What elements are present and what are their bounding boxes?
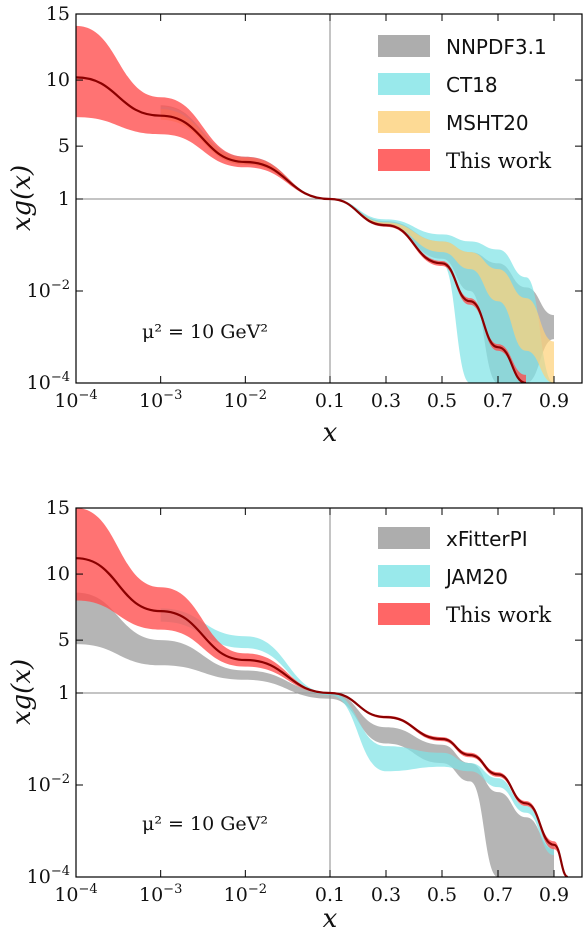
x-tick-label: 0.5 <box>427 390 457 412</box>
band-this-work <box>76 25 526 383</box>
x-axis-title: x <box>323 418 338 448</box>
legend-label: CT18 <box>446 73 498 97</box>
y-axis-title: xg(x) <box>7 165 37 231</box>
x-tick-label: 0.3 <box>371 390 401 412</box>
legend-swatch <box>378 603 430 625</box>
x-tick-label: 10−4 <box>54 882 97 906</box>
x-tick-label: 0.1 <box>315 884 345 906</box>
legend: NNPDF3.1 CT18 MSHT20 This work <box>378 35 551 173</box>
y-tick-label: 10 <box>46 69 70 91</box>
legend-swatch <box>378 149 430 171</box>
y-tick-label: 10 <box>46 563 70 585</box>
y-tick-label: 15 <box>46 497 70 519</box>
x-tick-label: 0.9 <box>539 884 569 906</box>
x-tick-label: 0.7 <box>483 390 513 412</box>
y-tick-label: 10−2 <box>27 278 70 302</box>
plot-area <box>76 14 582 383</box>
legend-label: MSHT20 <box>446 111 529 135</box>
band-ct18 <box>160 106 554 383</box>
scale-annotation: μ² = 10 GeV² <box>142 321 268 343</box>
x-tick-label: 0.1 <box>315 390 345 412</box>
x-tick-label: 10−2 <box>224 882 267 906</box>
legend-swatch <box>378 35 430 57</box>
x-tick-label: 10−2 <box>224 388 267 412</box>
x-tick-label: 10−4 <box>54 388 97 412</box>
y-tick-label: 10−2 <box>27 772 70 796</box>
legend-swatch <box>378 527 430 549</box>
central-line-this-work <box>76 557 569 877</box>
central-line-this-work <box>76 76 527 383</box>
top-panel: 10−4 10−3 10−2 0.1 0.3 0.5 0.7 0.915105110−210−… <box>7 3 583 448</box>
legend-swatch <box>378 111 430 133</box>
legend-label: This work <box>446 603 551 627</box>
legend-swatch <box>378 565 430 587</box>
legend-label: NNPDF3.1 <box>446 35 547 59</box>
legend: xFitterPI JAM20 This work <box>378 527 551 627</box>
legend-swatch <box>378 73 430 95</box>
legend-label: This work <box>446 149 551 173</box>
legend-label: JAM20 <box>444 565 508 589</box>
x-tick-label: 10−3 <box>139 388 182 412</box>
x-tick-label: 0.9 <box>539 390 569 412</box>
x-axis-title: x <box>323 904 338 928</box>
x-tick-label: 0.7 <box>483 884 513 906</box>
y-tick-label: 5 <box>58 135 70 157</box>
y-tick-label: 15 <box>46 3 70 25</box>
scale-annotation: μ² = 10 GeV² <box>142 813 268 835</box>
plot-area <box>76 508 582 877</box>
band-xfitterpi <box>76 592 554 877</box>
bottom-panel: 10−4 10−3 10−2 0.1 0.3 0.5 0.7 0.915105110−210−… <box>7 497 583 928</box>
y-tick-label: 1 <box>58 188 70 210</box>
x-tick-label: 0.5 <box>427 884 457 906</box>
x-tick-label: 10−3 <box>139 882 182 906</box>
x-tick-label: 0.3 <box>371 884 401 906</box>
y-tick-label: 1 <box>58 682 70 704</box>
y-axis-title: xg(x) <box>7 659 37 725</box>
legend-label: xFitterPI <box>446 527 528 551</box>
y-tick-label: 5 <box>58 629 70 651</box>
